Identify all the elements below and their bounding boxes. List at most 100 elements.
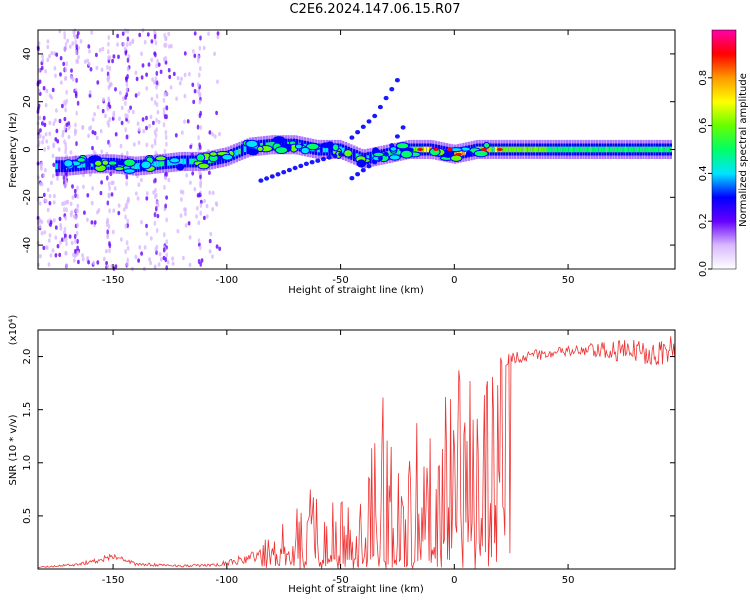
noise-speckle — [57, 147, 61, 152]
noise-speckle — [168, 74, 172, 80]
spectrogram-marks — [36, 28, 672, 272]
ridge-core — [541, 146, 544, 153]
noise-speckle — [88, 49, 91, 54]
ridge-core — [325, 146, 329, 153]
ridge-core — [243, 146, 247, 152]
noise-speckle — [157, 62, 161, 67]
noise-column-speckle — [154, 187, 157, 193]
noise-column-speckle — [108, 208, 111, 214]
ridge-core — [533, 146, 536, 153]
noise-speckle — [174, 133, 178, 138]
noise-speckle — [54, 118, 57, 123]
noise-column-speckle — [64, 75, 68, 81]
noise-speckle — [167, 31, 171, 37]
ridge-core — [519, 146, 522, 153]
noise-speckle — [140, 251, 144, 256]
noise-speckle — [120, 237, 123, 242]
noise-column-speckle — [65, 98, 69, 104]
noise-speckle — [95, 65, 99, 71]
noise-column-speckle — [107, 35, 111, 40]
x-tick-label: -150 — [102, 575, 125, 586]
noise-speckle — [53, 51, 56, 56]
noise-column-speckle — [76, 185, 79, 191]
noise-speckle — [70, 68, 73, 73]
noise-column-speckle — [106, 264, 110, 270]
noise-column-speckle — [155, 192, 158, 198]
noise-speckle — [77, 259, 80, 265]
noise-column-speckle — [163, 232, 166, 238]
noise-speckle — [216, 79, 219, 84]
noise-speckle — [73, 258, 76, 263]
noise-speckle — [189, 144, 193, 149]
noise-speckle — [121, 31, 125, 36]
noise-column-speckle — [126, 74, 129, 79]
ridge-core — [557, 146, 561, 153]
noise-speckle — [93, 220, 97, 225]
noise-speckle — [40, 65, 44, 71]
noise-speckle — [193, 187, 197, 192]
noise-speckle — [203, 198, 206, 204]
noise-speckle — [140, 220, 143, 225]
noise-speckle — [142, 129, 146, 134]
noise-speckle — [102, 97, 105, 102]
noise-column-speckle — [76, 100, 80, 106]
ridge-hotspot — [496, 148, 503, 151]
noise-speckle — [86, 58, 90, 63]
noise-column-speckle — [199, 110, 202, 116]
ridge-blob — [274, 146, 289, 155]
ridge-core — [642, 146, 645, 153]
snr-marks — [37, 336, 676, 570]
noise-speckle — [136, 121, 140, 126]
noise-column-speckle — [124, 94, 127, 100]
noise-speckle — [112, 54, 116, 59]
noise-column-speckle — [198, 192, 201, 198]
colorbar-ticks: 0.0 0.2 0.4 0.6 0.8 — [698, 70, 712, 277]
ridge-core — [282, 141, 285, 148]
noise-speckle — [47, 145, 50, 150]
y-tick-label: -20 — [22, 189, 33, 205]
noise-speckle — [44, 198, 48, 204]
noise-speckle — [122, 96, 125, 101]
noise-speckle — [86, 217, 89, 222]
ridge-core — [514, 146, 517, 153]
ridge-core — [492, 146, 495, 153]
noise-column-speckle — [155, 70, 159, 76]
ridge-core — [328, 146, 331, 153]
ridge-blob — [247, 148, 259, 156]
colorbar-tick-label: 0.6 — [698, 118, 709, 134]
noise-column-speckle — [162, 122, 166, 128]
ridge-core — [647, 146, 651, 153]
ridge-blob — [331, 143, 340, 152]
noise-speckle — [48, 131, 52, 136]
noise-speckle — [111, 58, 114, 64]
noise-speckle — [135, 76, 139, 82]
noise-speckle — [43, 230, 47, 235]
noise-speckle — [58, 216, 62, 222]
noise-speckle — [100, 180, 103, 185]
spectrogram-y-ticks: -40 -20 0 20 40 — [22, 48, 675, 253]
noise-speckle — [48, 120, 52, 126]
noise-speckle — [165, 195, 169, 200]
noise-column-speckle — [126, 113, 129, 119]
noise-speckle — [159, 257, 163, 262]
noise-speckle — [146, 32, 150, 37]
noise-column-speckle — [126, 199, 129, 205]
noise-speckle — [141, 117, 145, 122]
branch-blob — [372, 160, 378, 165]
noise-speckle — [96, 80, 100, 85]
noise-speckle — [140, 75, 144, 80]
noise-column-speckle — [197, 55, 200, 61]
ridge-blob — [400, 149, 414, 159]
ridge-core — [598, 146, 602, 153]
ridge-blob — [101, 159, 110, 166]
ridge-hotspot — [446, 148, 453, 151]
noise-speckle — [38, 115, 42, 121]
noise-column-speckle — [199, 125, 202, 130]
noise-column-speckle — [65, 89, 68, 95]
ridge-core — [555, 146, 558, 153]
noise-speckle — [53, 193, 56, 199]
noise-speckle — [87, 61, 91, 67]
branch-blob — [275, 172, 281, 177]
ridge-core — [369, 154, 372, 161]
noise-speckle — [46, 39, 50, 44]
